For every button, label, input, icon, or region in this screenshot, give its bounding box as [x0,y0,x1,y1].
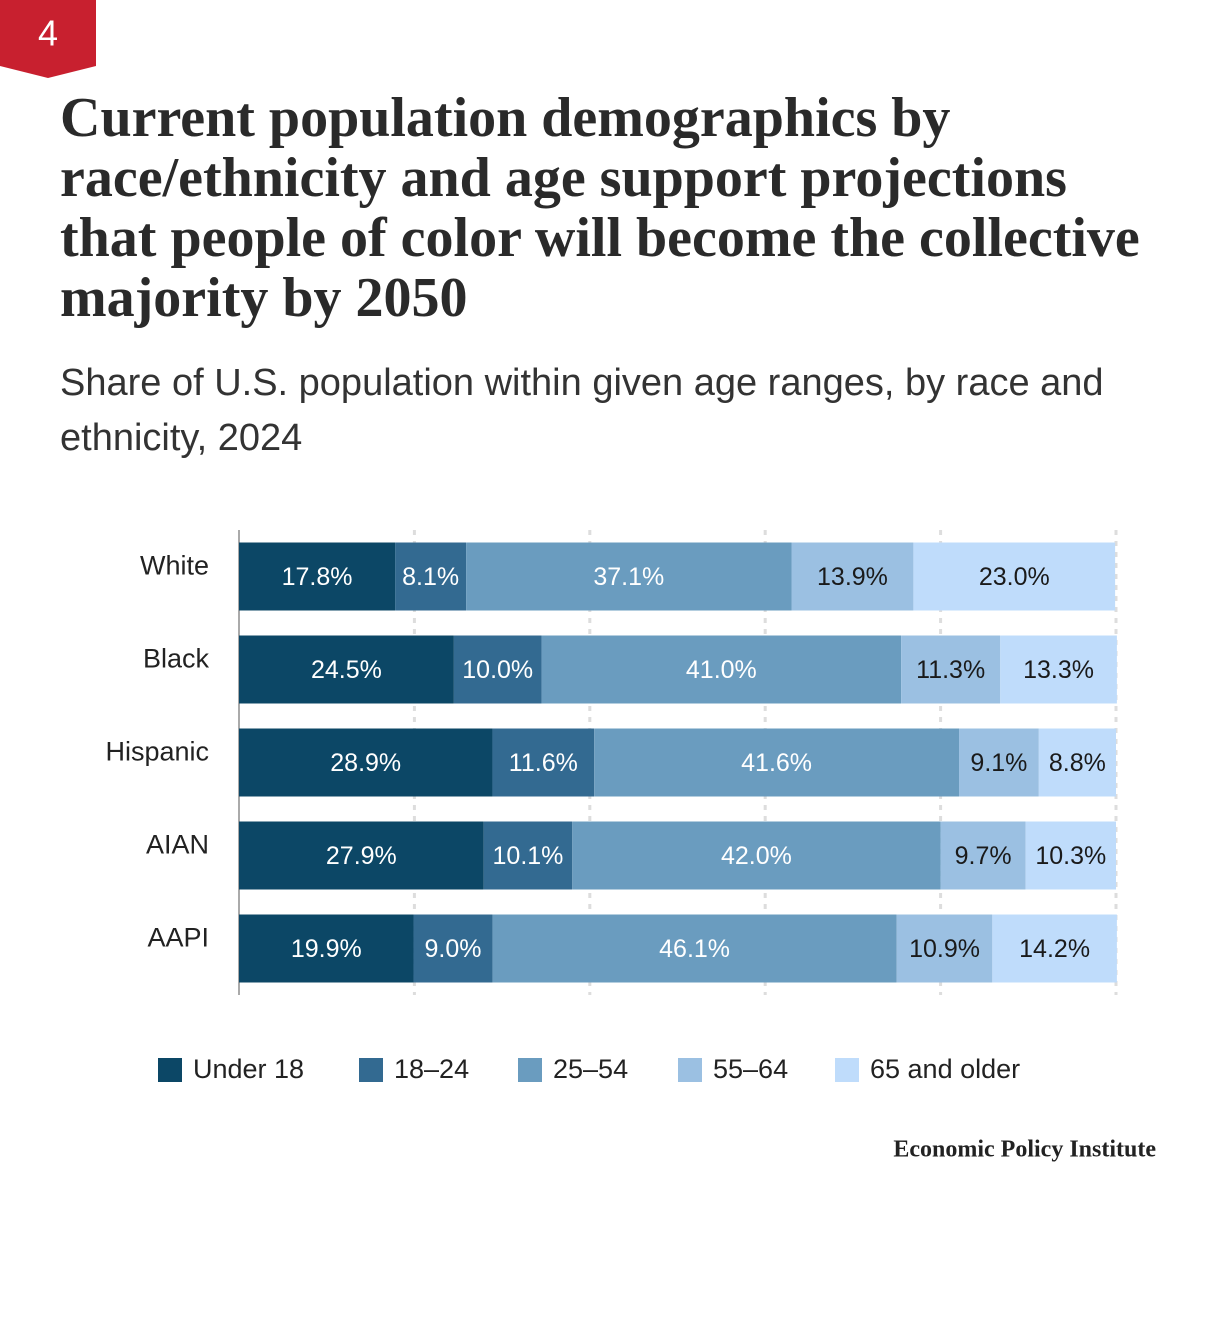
bar-segment [239,542,396,611]
category-label: Black [143,644,210,674]
value-label: 11.3% [916,656,985,684]
legend-swatch [518,1058,542,1082]
value-label: 46.1% [659,935,730,963]
value-label: 10.1% [493,842,564,870]
value-label: 27.9% [326,842,397,870]
bar-segment [992,914,1117,983]
category-label: Hispanic [105,737,209,767]
value-label: 8.8% [1049,749,1106,777]
value-label: 9.0% [424,935,481,963]
category-label: AAPI [147,923,209,953]
legend-swatch [158,1058,182,1082]
value-label: 8.1% [402,563,459,591]
value-label: 10.9% [909,935,980,963]
value-label: 41.0% [686,656,757,684]
legend-label: 25–54 [553,1054,628,1084]
bar-segment [239,914,414,983]
bar-segment [913,542,1116,611]
bar-segment [594,728,960,797]
bar-segment [466,542,792,611]
bar-segment [1038,728,1116,797]
source: Economic Policy Institute [893,1137,1156,1163]
value-label: 17.8% [282,563,353,591]
category-label: White [140,551,209,581]
legend-label: Under 18 [193,1054,304,1084]
badge-number: 4 [38,13,58,54]
value-label: 14.2% [1019,935,1090,963]
legend-label: 18–24 [394,1054,469,1084]
bar-segment [1025,821,1116,890]
bar-segment [413,914,493,983]
value-label: 10.3% [1035,842,1106,870]
bar-segment [483,821,573,890]
value-label: 9.1% [970,749,1027,777]
bar-segment [239,821,484,890]
value-label: 37.1% [593,563,664,591]
bar-segment [959,728,1039,797]
bar-segment [1000,635,1117,704]
value-label: 11.6% [509,749,578,777]
badge-shape [0,0,96,78]
legend-swatch [678,1058,702,1082]
chart-subtitle: Share of U.S. population within given ag… [60,362,1104,459]
value-label: 13.9% [817,563,888,591]
bar-segment [239,728,493,797]
bar-segment [896,914,993,983]
bar-segment [239,635,454,704]
legend-swatch [835,1058,859,1082]
value-label: 41.6% [741,749,812,777]
legend-label: 65 and older [870,1054,1020,1084]
bar-segment [492,728,595,797]
bar-segment [901,635,1001,704]
bar-segment [395,542,467,611]
bar-segment [940,821,1026,890]
bar-segment [453,635,542,704]
legend-label: 55–64 [713,1054,788,1084]
value-label: 23.0% [979,563,1050,591]
bar-segment [541,635,902,704]
bar-segment [492,914,897,983]
bar-segment [791,542,914,611]
bar-segment [572,821,941,890]
value-label: 42.0% [721,842,792,870]
value-label: 10.0% [462,656,533,684]
value-label: 28.9% [330,749,401,777]
chart-title: Current population demographics by race/… [60,87,1140,329]
category-label: AIAN [146,830,209,860]
value-label: 24.5% [311,656,382,684]
value-label: 9.7% [955,842,1012,870]
legend-swatch [359,1058,383,1082]
value-label: 19.9% [291,935,362,963]
value-label: 13.3% [1023,656,1094,684]
